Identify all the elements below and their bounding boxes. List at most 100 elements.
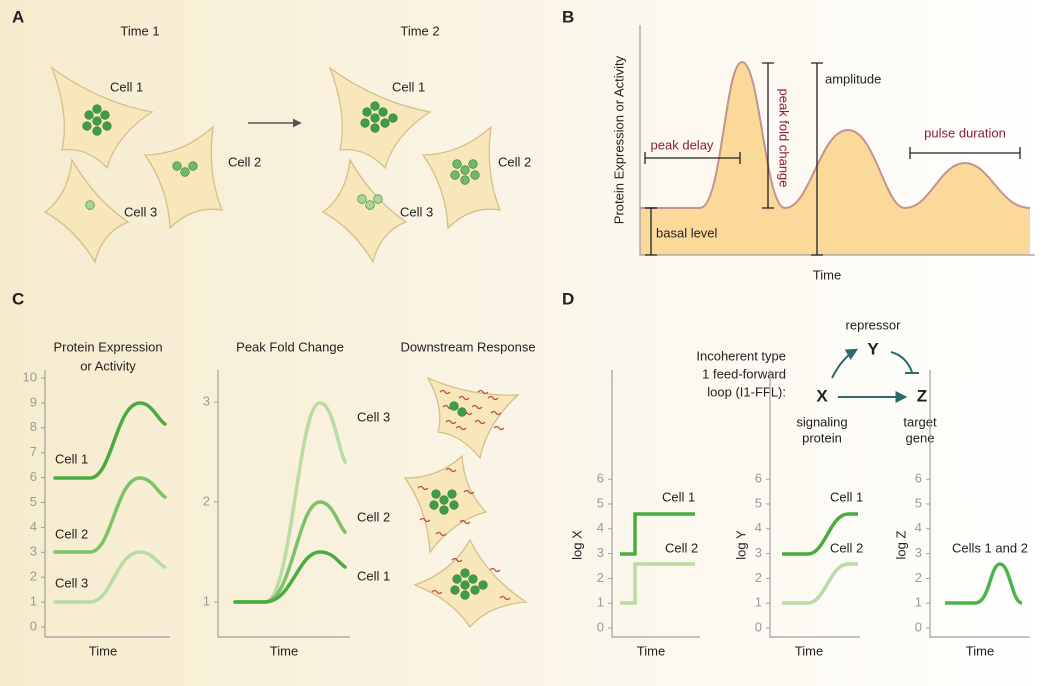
nucleus-dot — [460, 175, 470, 185]
nucleus-dot — [429, 500, 439, 510]
panel-label: B — [562, 7, 574, 26]
y-tick-label: 1 — [597, 595, 604, 610]
y-tick-label: 3 — [755, 545, 762, 560]
nucleus-dot — [92, 126, 102, 136]
plot-title: Protein Expression — [53, 339, 162, 354]
series-label: Cell 2 — [55, 526, 88, 541]
nucleus-dot — [460, 590, 470, 600]
axis — [769, 370, 860, 638]
nucleus-dot — [188, 161, 198, 171]
axis — [217, 370, 350, 638]
y-tick-label: 4 — [755, 520, 762, 535]
nucleus-dot — [380, 118, 390, 128]
axis — [44, 370, 170, 638]
mrna — [445, 467, 457, 473]
y-tick-label: 2 — [30, 569, 37, 584]
series-label: Cell 1 — [662, 489, 695, 504]
panel-label: A — [12, 7, 24, 26]
y-tick-label: 1 — [203, 593, 210, 608]
mrna — [474, 419, 486, 425]
shape — [233, 500, 347, 604]
plot-title: or Activity — [80, 358, 136, 373]
signal-area — [640, 62, 1030, 255]
y-tick-label: 0 — [755, 619, 762, 634]
y-tick-label: 1 — [30, 594, 37, 609]
mrna — [493, 425, 505, 431]
nucleus-dot — [470, 170, 480, 180]
cell-label: Cell 3 — [124, 204, 157, 219]
nucleus-dot — [460, 568, 470, 578]
series-label: Cell 2 — [357, 509, 390, 524]
annotation: basal level — [656, 225, 718, 240]
y-tick-label: 1 — [755, 595, 762, 610]
mrna — [477, 389, 489, 395]
y-tick-label: 0 — [915, 619, 922, 634]
y-tick-label: 2 — [755, 570, 762, 585]
nucleus-dot — [449, 500, 459, 510]
mrna — [487, 395, 499, 401]
node-caption: signaling — [796, 414, 847, 429]
nucleus-dot — [85, 200, 95, 210]
nucleus-dot — [172, 161, 182, 171]
nucleus-dot — [92, 104, 102, 114]
nucleus-dot — [370, 123, 380, 133]
circuit-description: Incoherent type — [696, 348, 786, 363]
shape — [233, 550, 347, 604]
axis — [611, 370, 700, 638]
nucleus-dot — [450, 170, 460, 180]
y-tick-label: 3 — [203, 393, 210, 408]
y-tick-label: 3 — [597, 545, 604, 560]
y-tick-label: 4 — [915, 520, 922, 535]
mrna — [445, 419, 457, 425]
y-tick-label: 5 — [597, 495, 604, 510]
shape — [53, 476, 167, 554]
y-axis-label: Protein Expression or Activity — [611, 55, 626, 224]
panel-label: C — [12, 289, 24, 308]
cell-label: Cell 3 — [400, 204, 433, 219]
y-tick-label: 3 — [30, 544, 37, 559]
plot-title: Peak Fold Change — [236, 339, 344, 354]
mrna — [471, 404, 483, 410]
nucleus-dot — [365, 200, 375, 210]
axes — [639, 25, 1035, 256]
shape — [811, 62, 823, 256]
axis — [929, 370, 1030, 638]
y-tick-label: 0 — [30, 618, 37, 633]
nucleus-dot — [439, 495, 449, 505]
node-caption: repressor — [846, 317, 902, 332]
x-axis-label: Time — [795, 643, 823, 658]
y-tick-label: 1 — [915, 595, 922, 610]
cell — [43, 157, 130, 264]
shape — [782, 562, 858, 605]
mrna — [439, 389, 451, 395]
x-axis-label: Time — [637, 643, 665, 658]
shape — [945, 562, 1023, 605]
x-axis-label: Time — [966, 643, 994, 658]
mrna — [417, 485, 429, 491]
shape — [233, 401, 347, 604]
nucleus-dot — [452, 159, 462, 169]
series-label: Cell 1 — [357, 568, 390, 583]
nucleus-dot — [439, 505, 449, 515]
mrna — [459, 519, 471, 525]
nucleus-dot — [478, 580, 488, 590]
shape — [909, 147, 1021, 159]
series-label: Cell 1 — [55, 451, 88, 466]
cell — [328, 66, 432, 170]
circuit-description: 1 feed-forward — [702, 366, 786, 381]
y-tick-label: 8 — [30, 419, 37, 434]
series-label: Cell 1 — [830, 489, 863, 504]
curves — [620, 512, 1023, 605]
nucleus-dot — [470, 585, 480, 595]
cell — [321, 157, 408, 264]
y-tick-label: 6 — [30, 469, 37, 484]
node: X — [816, 386, 828, 405]
nucleus-dot — [460, 580, 470, 590]
cell-label: Cell 2 — [498, 154, 531, 169]
nucleus-dot — [84, 110, 94, 120]
nucleus-dot — [388, 113, 398, 123]
mrna — [455, 425, 467, 431]
shape — [890, 351, 919, 374]
nucleus-dot — [447, 489, 457, 499]
